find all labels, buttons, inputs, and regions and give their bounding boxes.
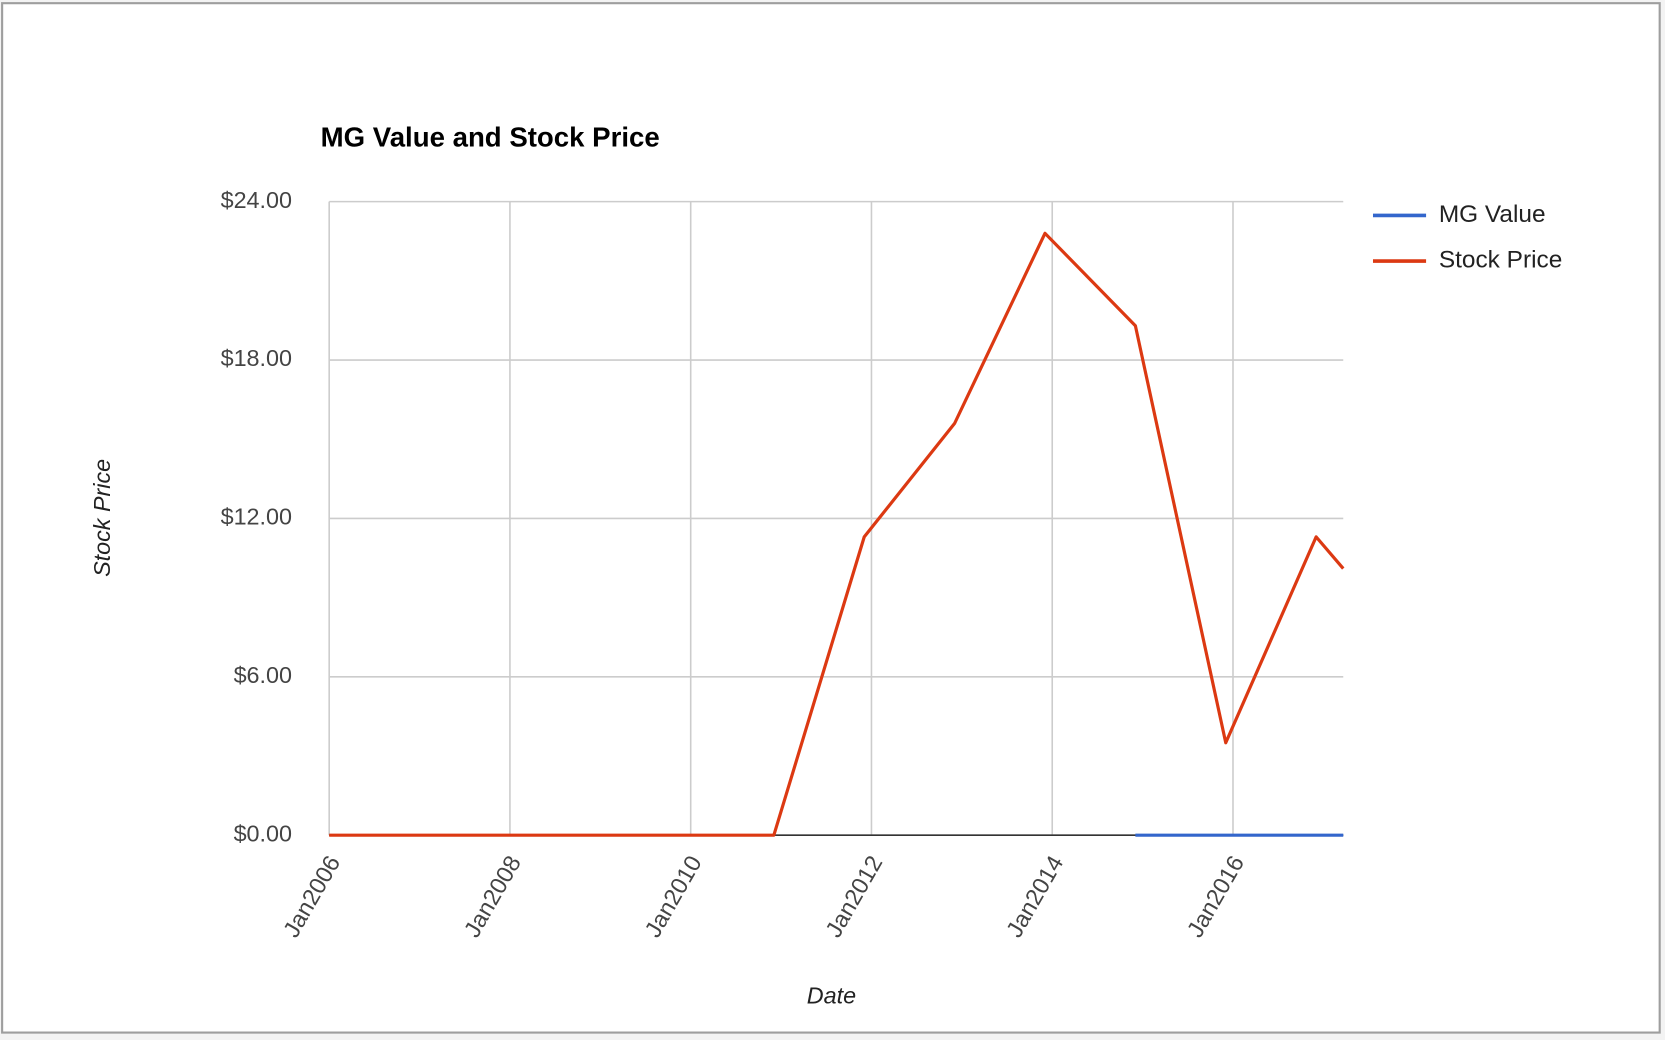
y-tick-label: $18.00 [221, 345, 292, 371]
y-tick-label: $6.00 [234, 662, 292, 688]
legend-label: Stock Price [1439, 247, 1562, 274]
legend-label: MG Value [1439, 201, 1546, 228]
chart-title: MG Value and Stock Price [321, 121, 660, 152]
y-axis-title: Stock Price [89, 459, 115, 577]
y-tick-label: $24.00 [221, 187, 292, 213]
series-line [329, 231, 1345, 837]
y-tick-label: $12.00 [221, 504, 292, 530]
x-axis-title: Date [807, 983, 856, 1009]
y-tick-label: $0.00 [234, 820, 292, 846]
